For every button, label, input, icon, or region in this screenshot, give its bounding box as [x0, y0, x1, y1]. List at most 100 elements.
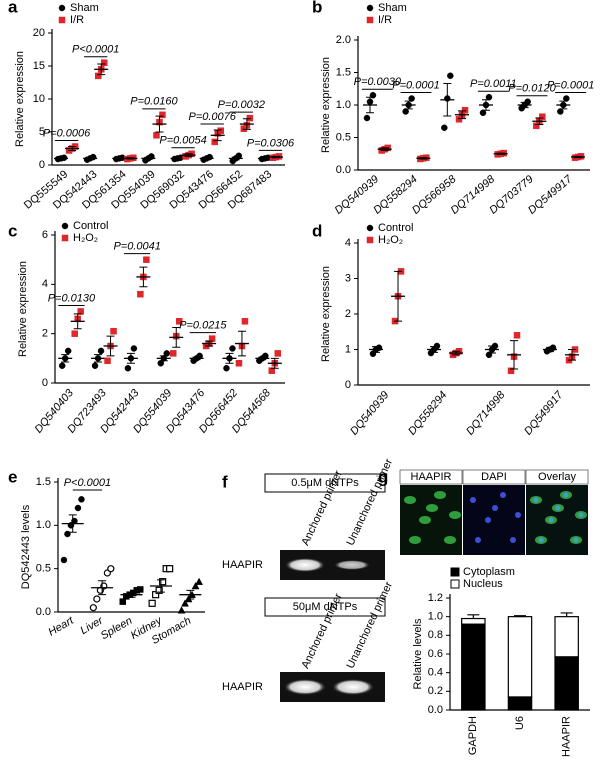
error-bar [94, 354, 103, 363]
error-bar [258, 356, 267, 361]
legend-label: H₂O₂ [73, 232, 98, 244]
data-point [97, 347, 105, 355]
nucleus [538, 537, 544, 543]
error-bar [57, 157, 66, 160]
x-tick-label: U6 [514, 716, 526, 730]
error-bar [237, 330, 246, 357]
legend-label: Control [73, 220, 108, 232]
y-tick-label: 0.8 [428, 629, 443, 641]
p-value: P=0.0076 [188, 111, 236, 123]
data-point [137, 290, 144, 298]
y-tick-label: 5 [39, 126, 45, 138]
image-label-box [462, 469, 526, 485]
data-point [110, 327, 117, 335]
data-point [274, 350, 282, 357]
image-label: HAAPIR [411, 471, 452, 483]
p-value: P=0.0041 [113, 241, 160, 253]
x-tick-label: HAAPIR [561, 716, 573, 757]
x-tick-label: GAPDH [467, 716, 479, 755]
error-bar [380, 147, 389, 151]
band [334, 560, 370, 570]
y-axis-label: Relative expression [320, 266, 332, 362]
error-bar [98, 580, 107, 596]
error-bar [559, 100, 568, 110]
y-tick-label: 2 [42, 328, 48, 340]
error-bar [159, 355, 168, 362]
data-point [441, 124, 448, 131]
data-point [433, 342, 441, 350]
error-bar [205, 340, 214, 347]
p-value: P=0.0306 [247, 137, 295, 149]
bar-segment [461, 623, 486, 711]
bar-segment [554, 616, 579, 658]
bar-segment [507, 616, 533, 698]
cell [434, 491, 446, 499]
error-bar [173, 157, 182, 160]
image-label-box [525, 469, 589, 485]
error-bar [156, 579, 165, 593]
error-bar [443, 83, 452, 117]
panel-f: f 0.5μM dNTPs Anchored primer Unanchored… [222, 457, 395, 702]
y-tick-label: 0.0 [336, 164, 351, 176]
x-tick-label: DQ549917 [526, 173, 575, 217]
bar-segment [507, 696, 533, 711]
legend-label: Sham [378, 2, 407, 14]
error-bar [419, 157, 428, 160]
legend-marker [366, 236, 374, 244]
nucleus [475, 537, 481, 543]
data-point [479, 109, 487, 117]
y-tick-label: 2 [345, 308, 351, 320]
error-bar [271, 155, 280, 159]
data-point [181, 599, 189, 607]
cells [404, 491, 587, 544]
y-axis-label: Relative expression [17, 261, 29, 357]
gel-title: 0.5μM dNTPs [291, 477, 359, 489]
data-point [177, 606, 186, 614]
data-point [130, 345, 138, 352]
cell [419, 516, 431, 524]
data-point [163, 350, 171, 357]
error-bar [68, 514, 77, 533]
error-bar [574, 155, 583, 159]
p-value: P=0.0054 [159, 135, 206, 147]
error-bar [260, 157, 269, 160]
data-point [363, 114, 371, 122]
title-box [264, 597, 386, 617]
nucleus [492, 505, 498, 511]
panel-label: d [312, 221, 322, 240]
error-bar [496, 152, 505, 155]
lane-label: Unanchored primer [344, 580, 395, 671]
legend-marker [366, 224, 374, 232]
p-value: P=0.0215 [179, 320, 227, 332]
nucleus [533, 497, 539, 503]
error-bar [213, 129, 222, 142]
x-tick-label: DQ558294 [406, 389, 449, 437]
data-point [175, 318, 183, 325]
legend-label: I/R [378, 14, 392, 26]
cell [404, 496, 416, 504]
nucleus [470, 497, 476, 503]
data-point [513, 332, 521, 339]
x-tick-label: DQ714998 [464, 388, 508, 437]
nucleus [573, 537, 579, 543]
panel-label: e [8, 467, 17, 486]
band [285, 558, 325, 572]
data-point [208, 335, 216, 342]
y-tick-label: 0.5 [336, 131, 351, 143]
p-value: P=0.0160 [130, 96, 178, 108]
micrograph [463, 485, 525, 555]
data-point [246, 114, 254, 122]
data-point [58, 362, 66, 369]
x-tick-label: DQ540939 [348, 389, 391, 437]
nucleus [555, 505, 561, 511]
data-point [143, 256, 150, 263]
data-point [524, 98, 531, 105]
y-axis-label: Relative expression [320, 57, 332, 153]
data-point [71, 330, 78, 337]
error-bar [452, 350, 461, 356]
error-bar [467, 614, 480, 619]
gel-title: 50μM dNTPs [293, 601, 358, 613]
legend-label: H₂O₂ [378, 234, 403, 246]
data-point [157, 360, 165, 367]
data-point [217, 127, 224, 134]
